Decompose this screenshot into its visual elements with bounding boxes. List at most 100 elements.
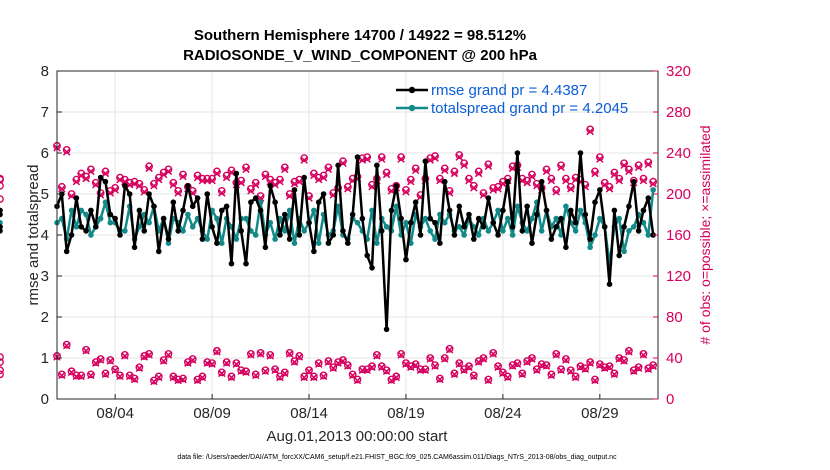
obs-possible-marker-lower [411,360,420,369]
rmse-point [446,207,453,214]
obs-possible-marker-lower [639,349,648,358]
obs-possible-marker-lower [324,357,333,365]
rmse-point [286,236,293,242]
obs-assimilated-marker [596,155,604,163]
obs-assimilated-marker-lower [397,351,405,359]
obs-possible-marker [382,168,391,177]
obs-possible-marker [227,166,236,175]
totalspread-point [233,236,240,242]
obs-possible-marker-lower [145,349,153,358]
obs-assimilated-marker-lower [135,364,144,372]
obs-possible-marker [101,167,110,176]
obs-assimilated-marker-lower [426,355,434,363]
totalspread-point [165,240,172,246]
obs-possible-marker-lower [571,372,580,381]
rmse-point [233,170,240,177]
obs-assimilated-marker-lower [518,370,527,379]
obs-assimilated-marker-lower [542,362,551,370]
obs-assimilated-marker-lower [576,363,585,371]
obs-possible-marker-lower [120,351,129,359]
obs-possible-marker [217,187,226,195]
obs-possible-marker-lower [649,361,658,370]
obs-possible-marker-lower [513,359,522,368]
y-tick-label: 7 [41,104,49,121]
rmse-point [243,260,249,267]
obs-possible-marker [67,190,76,198]
obs-assimilated-marker [605,185,614,193]
totalspread-point [393,203,400,210]
obs-possible-marker [644,158,653,167]
x-tick-label: 08/19 [387,405,425,422]
totalspread-point [335,203,341,210]
rmse-point [88,207,94,214]
obs-assimilated-marker-lower [479,355,488,363]
rmse-point [117,232,123,238]
totalspread-point [68,207,75,214]
obs-assimilated-marker-lower [484,376,493,385]
obs-assimilated-marker [208,176,216,185]
obs-possible-marker [484,160,493,169]
obs-possible-marker-lower [314,359,323,368]
rmse-point [131,244,138,251]
obs-possible-marker-lower [150,376,158,385]
obs-possible-marker [440,164,449,173]
obs-possible-marker-lower [213,346,221,355]
rmse-point [621,224,627,230]
obs-possible-marker-lower [625,346,633,355]
obs-assimilated-marker-lower [644,365,653,374]
rmse-point [514,150,521,156]
rmse-point [451,232,458,238]
obs-possible-marker-lower [0,353,4,361]
rmse-point [519,228,526,234]
obs-assimilated-marker-lower [615,355,623,363]
x-tick-label: 08/09 [193,405,231,422]
obs-assimilated-marker [247,187,255,195]
obs-possible-marker-lower [276,372,284,381]
rmse-point [393,183,400,189]
obs-assimilated-marker-lower [164,351,173,359]
totalspread-point [180,228,186,234]
obs-assimilated-marker [218,189,226,197]
obs-assimilated-marker-lower [82,347,90,355]
obs-possible-marker-lower [82,345,90,354]
obs-assimilated-marker-lower [227,373,236,382]
obs-assimilated-marker [474,169,483,178]
x-tick-label: 08/24 [484,405,522,422]
obs-possible-marker [300,154,309,163]
y-tick-label: 2 [41,309,49,326]
obs-possible-marker-lower [329,363,338,372]
obs-assimilated-marker-lower [198,373,207,382]
obs-assimilated-marker [314,175,323,184]
obs-assimilated-marker-lower [528,355,536,363]
obs-possible-marker-lower [532,365,541,374]
totalspread-point [301,228,307,234]
series-lines [0,150,656,333]
obs-assimilated-marker-lower [353,376,362,385]
rmse-point [155,248,162,255]
obs-possible-marker-lower [242,367,250,376]
obs-possible-marker [542,165,551,174]
y-tick-label: 3 [41,268,49,285]
obs-assimilated-marker [639,176,648,185]
obs-assimilated-marker-lower [266,352,274,360]
obs-possible-marker-lower [431,361,439,370]
obs-assimilated-marker [276,177,284,186]
obs-possible-marker [411,164,420,173]
rmse-point [262,244,269,251]
totalspread-point [214,215,220,222]
obs-possible-marker [309,169,318,178]
obs-assimilated-marker [266,177,274,186]
obs-possible-marker [324,163,333,172]
rmse-point [500,207,506,214]
rmse-point [301,174,307,181]
obs-possible-marker [0,195,4,204]
obs-assimilated-marker [62,148,71,156]
obs-possible-marker-lower [164,349,173,358]
totalspread-point [577,207,584,214]
obs-assimilated-marker-lower [513,360,522,368]
totalspread-point [185,211,191,218]
obs-assimilated-marker [411,166,420,175]
obs-possible-marker-lower [591,375,599,384]
rmse-point [471,236,477,242]
rmse-point [277,232,283,238]
